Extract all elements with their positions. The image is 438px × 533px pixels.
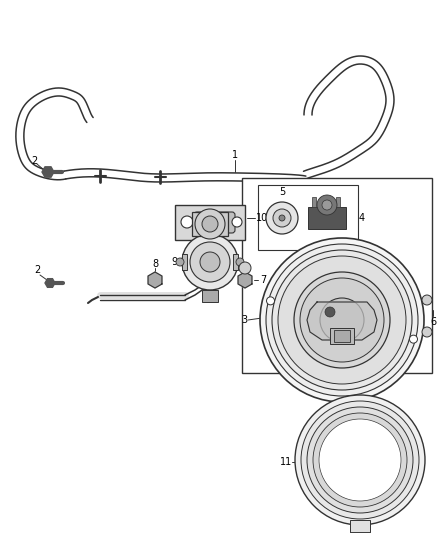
Polygon shape: [307, 302, 377, 340]
FancyBboxPatch shape: [194, 212, 235, 233]
Text: 10: 10: [256, 213, 268, 223]
Circle shape: [206, 244, 214, 252]
Text: 6: 6: [430, 317, 436, 327]
Circle shape: [322, 200, 332, 210]
Circle shape: [307, 407, 413, 513]
Text: 9: 9: [171, 257, 177, 267]
Polygon shape: [45, 279, 55, 287]
Bar: [328, 197, 332, 207]
Bar: [242, 178, 432, 373]
Circle shape: [278, 256, 406, 384]
Text: 4: 4: [359, 213, 365, 223]
Circle shape: [260, 238, 424, 402]
Circle shape: [176, 258, 184, 266]
Text: 5: 5: [279, 187, 285, 197]
Circle shape: [422, 295, 432, 305]
Polygon shape: [42, 167, 54, 177]
Text: 7: 7: [260, 275, 266, 285]
Bar: [233, 254, 238, 270]
Bar: [334, 330, 350, 342]
Circle shape: [202, 216, 218, 232]
Circle shape: [294, 272, 390, 368]
Bar: [192, 212, 228, 236]
Bar: [312, 197, 316, 207]
Circle shape: [317, 195, 337, 215]
Text: 1: 1: [232, 150, 238, 160]
Text: 11: 11: [280, 457, 292, 467]
Bar: [258, 185, 358, 250]
Bar: [330, 328, 354, 344]
Text: 2: 2: [31, 156, 37, 166]
Circle shape: [195, 209, 225, 239]
Circle shape: [319, 419, 401, 501]
Circle shape: [266, 202, 298, 234]
Text: 2: 2: [34, 265, 40, 275]
Circle shape: [300, 278, 384, 362]
Circle shape: [266, 244, 418, 396]
Circle shape: [272, 250, 412, 390]
Circle shape: [325, 307, 335, 317]
Circle shape: [239, 262, 251, 274]
Circle shape: [320, 298, 364, 342]
Circle shape: [232, 217, 242, 227]
Circle shape: [273, 209, 291, 227]
Circle shape: [295, 395, 425, 525]
Bar: [202, 290, 218, 302]
Bar: [182, 254, 187, 270]
Circle shape: [279, 215, 285, 221]
Bar: [308, 207, 346, 229]
Bar: [175, 205, 245, 240]
Bar: [350, 532, 370, 533]
Polygon shape: [148, 272, 162, 288]
Circle shape: [410, 335, 417, 343]
Bar: [205, 240, 215, 255]
Circle shape: [200, 252, 220, 272]
Circle shape: [313, 413, 407, 507]
Circle shape: [181, 216, 193, 228]
Circle shape: [190, 242, 230, 282]
Text: 3: 3: [241, 315, 247, 325]
Circle shape: [266, 297, 275, 305]
Circle shape: [301, 401, 419, 519]
Circle shape: [422, 327, 432, 337]
Bar: [320, 197, 324, 207]
Bar: [336, 197, 340, 207]
Polygon shape: [238, 272, 252, 288]
Bar: [350, 520, 370, 532]
Text: 8: 8: [152, 259, 158, 269]
Circle shape: [182, 234, 238, 290]
Circle shape: [236, 258, 244, 266]
